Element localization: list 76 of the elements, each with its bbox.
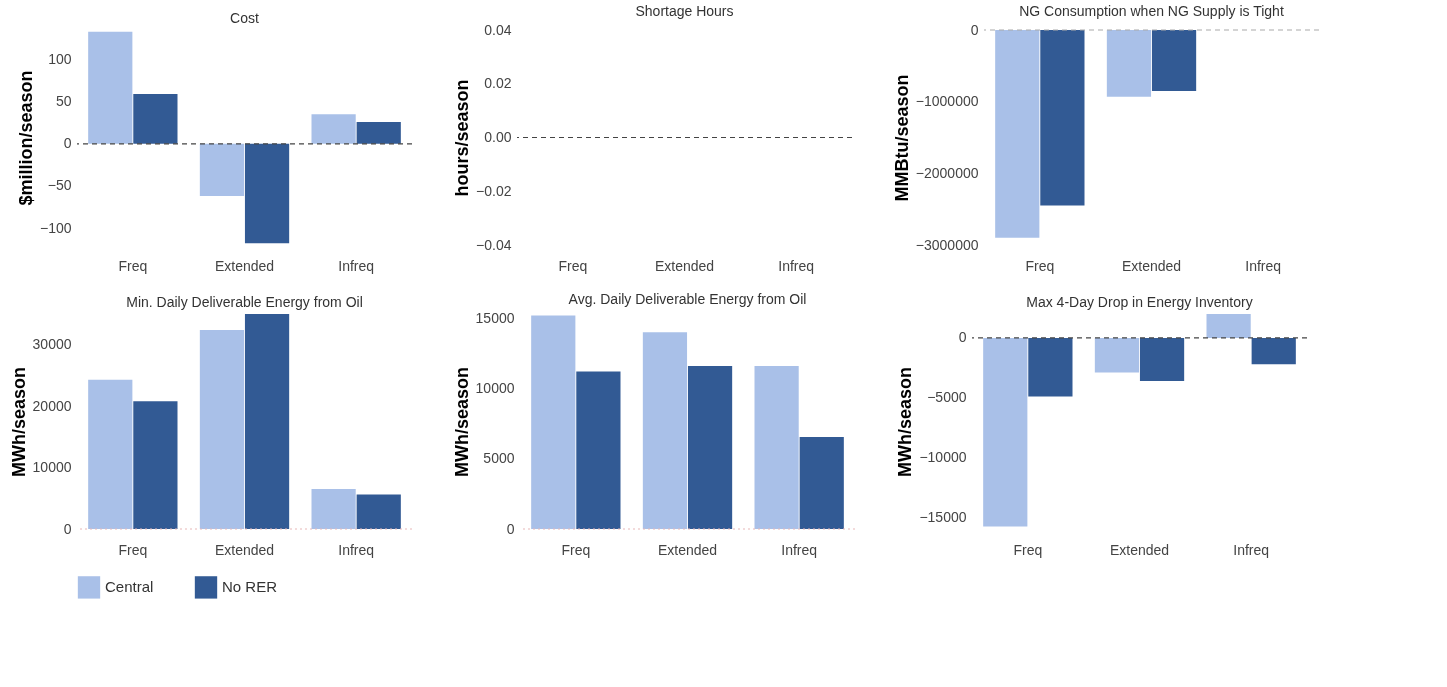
bar [88, 31, 133, 144]
x-tick-label: Extended [1109, 541, 1170, 558]
y-tick-label: −10000 [919, 448, 967, 465]
legend-label: Central [105, 578, 154, 596]
bar [642, 332, 688, 529]
legend-label: No RER [222, 578, 278, 596]
y-tick-label: 0 [506, 520, 515, 537]
bar [133, 401, 178, 529]
bar [356, 121, 401, 144]
x-tick-label: Freq [1025, 257, 1055, 274]
x-tick-label: Extended [657, 541, 718, 558]
chart-title: NG Consumption when NG Supply is Tight [1019, 3, 1284, 19]
x-tick-label: Freq [118, 257, 148, 274]
bar [311, 114, 356, 144]
bar [199, 143, 245, 197]
y-tick-label: 0.04 [484, 21, 512, 38]
x-tick-label: Freq [561, 541, 591, 558]
y-tick-label: 0.02 [484, 75, 512, 92]
chart-title: Max 4-Day Drop in Energy Inventory [1026, 294, 1253, 310]
y-axis-title: hours/season [452, 79, 473, 197]
chart-title: Cost [230, 10, 259, 26]
y-axis-title: MMBtu/season [891, 74, 912, 202]
y-tick-label: 50 [55, 93, 72, 110]
y-tick-label: −1000000 [915, 93, 979, 110]
x-tick-label: Extended [654, 257, 715, 274]
y-tick-label: 100 [48, 51, 72, 68]
x-tick-label: Infreq [1245, 257, 1282, 274]
bar [311, 489, 356, 529]
y-tick-label: −100 [39, 219, 72, 236]
y-tick-label: 5000 [483, 450, 515, 467]
bar [531, 315, 576, 529]
y-tick-label: 15000 [475, 309, 515, 326]
y-tick-label: 0 [63, 520, 72, 537]
y-tick-label: −50 [47, 177, 72, 194]
x-tick-label: Freq [118, 541, 148, 558]
x-tick-label: Infreq [338, 541, 375, 558]
bar [799, 436, 844, 529]
bar [576, 371, 621, 529]
x-tick-label: Infreq [778, 257, 815, 274]
bar [199, 329, 245, 529]
x-tick-label: Freq [558, 257, 588, 274]
y-tick-label: 10000 [475, 379, 515, 396]
y-tick-label: −3000000 [915, 236, 979, 253]
y-tick-label: −0.02 [476, 182, 512, 199]
bar [356, 494, 401, 529]
bar [133, 94, 178, 144]
bar [244, 143, 290, 244]
y-axis-title: MWh/season [895, 366, 916, 478]
y-tick-label: 20000 [32, 397, 72, 414]
y-axis-title: MWh/season [8, 366, 29, 478]
x-tick-label: Extended [214, 257, 275, 274]
y-tick-label: 0 [63, 135, 72, 152]
bar [88, 379, 133, 529]
bar [754, 365, 799, 529]
chart-title: Min. Daily Deliverable Energy from Oil [126, 294, 363, 310]
y-tick-label: 10000 [32, 459, 72, 476]
bar [687, 365, 733, 529]
y-tick-label: −2000000 [915, 164, 979, 181]
y-axis-title: MWh/season [451, 366, 472, 478]
chart-title: Avg. Daily Deliverable Energy from Oil [568, 291, 807, 308]
y-tick-label: 0 [970, 21, 979, 38]
chart-title: Shortage Hours [635, 3, 734, 19]
x-tick-label: Extended [1121, 257, 1182, 274]
x-tick-label: Infreq [781, 541, 818, 558]
x-tick-label: Extended [214, 541, 275, 558]
y-tick-label: −5000 [927, 389, 967, 406]
y-tick-label: 30000 [32, 336, 72, 353]
x-tick-label: Freq [1013, 541, 1043, 558]
bar [244, 314, 290, 529]
x-tick-label: Infreq [338, 257, 375, 274]
y-tick-label: −15000 [919, 508, 967, 525]
y-tick-label: 0 [958, 329, 967, 346]
y-axis-title: $million/season [15, 70, 36, 206]
x-tick-label: Infreq [1233, 541, 1270, 558]
y-tick-label: −0.04 [476, 236, 512, 253]
y-tick-label: 0.00 [484, 129, 512, 145]
